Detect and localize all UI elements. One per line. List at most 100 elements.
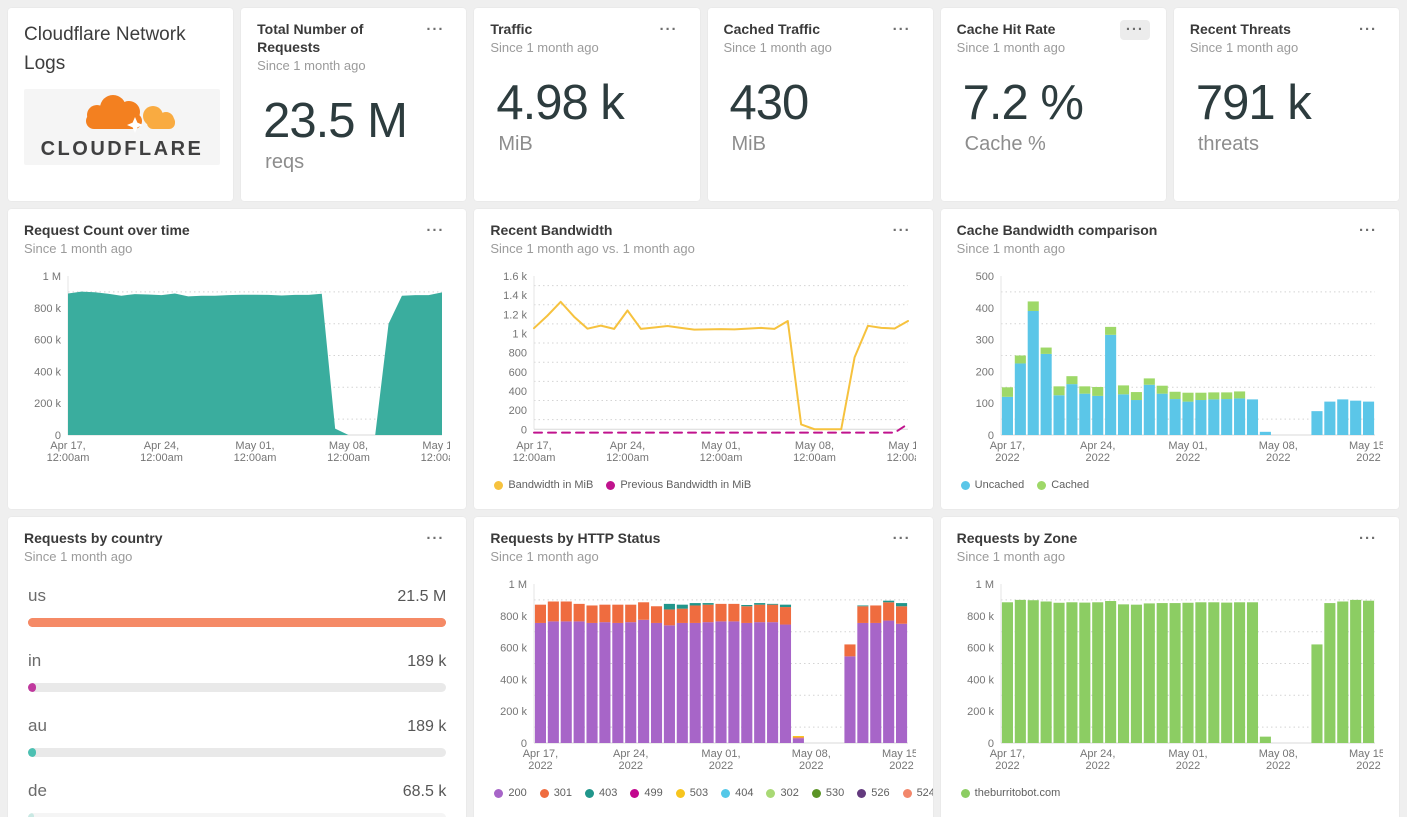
svg-text:May 08,: May 08, [1258,748,1297,760]
svg-text:200 k: 200 k [500,706,527,718]
country-value: 189 k [407,718,447,736]
country-row-in: in 189 k [28,651,447,693]
panel-menu-icon[interactable]: ··· [1359,222,1377,239]
panel-title: Recent Bandwidth [490,222,613,238]
svg-text:0: 0 [521,424,527,436]
legend-item-theburritobot-com[interactable]: theburritobot.com [960,787,1060,799]
panel-menu-icon[interactable]: ··· [659,21,678,38]
country-bar-fill [28,683,37,693]
svg-text:2022: 2022 [1085,760,1109,772]
svg-text:May 08,: May 08, [795,440,834,452]
cache-bandwidth-chart[interactable]: 0 100 200 300 400 500 Apr 17, 2022 Apr 24, 2022 Ma… [957,266,1383,471]
legend-label: 530 [825,787,845,800]
panel-subtitle: Since 1 month ago [956,549,1066,565]
country-code: de [28,781,47,801]
svg-text:May 15,: May 15, [422,440,450,452]
panel-subtitle: Since 1 month ago [257,58,366,74]
panel-menu-icon[interactable]: ··· [426,530,445,547]
legend-label: 404 [735,787,754,800]
cloudflare-logo: CLOUDFLARE [24,88,220,165]
legend-item-bandwidth-in-mib[interactable]: Bandwidth in MiB [494,479,593,491]
panel-menu-icon[interactable]: ··· [426,222,445,239]
legend-label: Uncached [974,479,1025,492]
recent-bandwidth-chart[interactable]: 0 200 400 600 800 1 k 1.2 k 1.4 k 1.6 k Apr 17, 12… [490,266,916,471]
svg-text:1.2 k: 1.2 k [503,310,527,322]
svg-text:Apr 24,: Apr 24, [1080,440,1115,452]
legend-item-404[interactable]: 404 [721,787,753,799]
svg-text:800: 800 [509,348,527,360]
legend-item-503[interactable]: 503 [675,787,708,799]
legend-item-previous-bandwidth-in-mib[interactable]: Previous Bandwidth in MiB [606,479,751,491]
stat-unit: MiB [498,133,533,156]
svg-text:Apr 24,: Apr 24, [1080,748,1115,760]
panel-title: Cache Hit Rate [956,21,1056,37]
country-bar-track [28,748,447,758]
country-value: 68.5 k [402,783,447,801]
svg-text:Apr 17,: Apr 17, [517,440,552,452]
cloud-sparkle [127,116,143,133]
svg-text:May 01,: May 01, [1168,440,1207,452]
panel-title: Requests by country [24,530,163,546]
panel-menu-icon[interactable]: ··· [1119,20,1150,40]
panel-menu-icon[interactable]: ··· [892,222,911,239]
panel-menu-icon[interactable]: ··· [892,21,911,38]
legend-item-200[interactable]: 200 [494,787,527,800]
svg-text:2022: 2022 [995,760,1019,772]
cache-bandwidth-legend: Uncached Cached [960,479,1383,492]
legend-item-uncached[interactable]: Uncached [960,479,1025,492]
svg-text:2022: 2022 [995,452,1019,464]
legend-item-526[interactable]: 526 [857,787,890,799]
legend-dot-icon [1037,480,1047,490]
panel-total-requests: Total Number of Requests Since 1 month a… [241,8,467,201]
panel-menu-icon[interactable]: ··· [892,530,911,547]
stat-unit: reqs [265,151,305,174]
svg-text:May 15,: May 15, [882,748,916,760]
country-value: 21.5 M [397,588,447,606]
http-status-legend: 200 301 403 499 503 404 302 530 526 524 [494,787,933,800]
country-bar-track [28,618,447,628]
country-bar-fill [28,748,37,758]
stat-value: 4.98 k [496,76,624,131]
stat-value: 430 [729,76,810,131]
legend-item-499[interactable]: 499 [630,787,663,799]
legend-dot-icon [606,480,616,490]
panel-header-logo: Cloudflare Network Logs CLOUDFLARE [8,8,234,201]
legend-dot-icon [494,788,504,798]
panel-title: Total Number of Requests [257,21,364,56]
svg-text:12:00am: 12:00am [887,452,916,464]
legend-item-302[interactable]: 302 [766,787,799,799]
svg-text:0: 0 [988,430,994,442]
country-value: 189 k [407,653,447,671]
legend-item-301[interactable]: 301 [539,787,572,799]
svg-text:400: 400 [509,386,527,398]
panel-menu-icon[interactable]: ··· [426,21,445,38]
zone-legend: theburritobot.com [960,787,1383,799]
country-bar-fill [28,618,447,628]
legend-item-cached[interactable]: Cached [1037,479,1089,491]
panel-menu-icon[interactable]: ··· [1359,21,1377,38]
svg-text:12:00am: 12:00am [234,452,277,464]
panel-subtitle: Since 1 month ago [24,241,133,257]
svg-text:May 01,: May 01, [702,748,741,760]
country-bar-fill [28,813,35,817]
legend-dot-icon [902,788,912,798]
svg-text:1 M: 1 M [975,579,993,591]
panel-cache-hit-rate: Cache Hit Rate Since 1 month ago ··· 7.2… [940,8,1166,201]
legend-label: Previous Bandwidth in MiB [620,479,752,492]
legend-dot-icon [857,788,867,798]
svg-text:Apr 24,: Apr 24, [613,748,648,760]
legend-label: 200 [508,787,527,800]
legend-item-524[interactable]: 524 [902,787,933,799]
svg-text:12:00am: 12:00am [327,452,370,464]
legend-item-530[interactable]: 530 [811,787,845,800]
svg-text:May 08,: May 08, [329,440,368,452]
legend-item-403[interactable]: 403 [585,787,617,799]
svg-text:2022: 2022 [1266,452,1290,464]
panel-menu-icon[interactable]: ··· [1359,530,1377,547]
panel-subtitle: Since 1 month ago [723,40,832,56]
svg-text:600 k: 600 k [34,335,61,347]
